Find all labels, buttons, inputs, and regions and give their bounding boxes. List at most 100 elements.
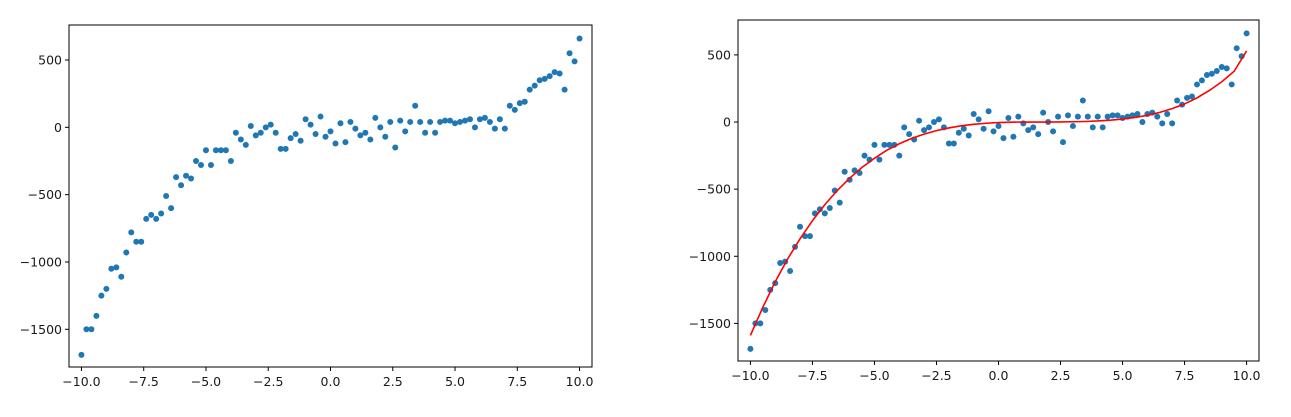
- scatter-point: [841, 168, 848, 175]
- scatter-point: [836, 199, 843, 206]
- scatter-point: [367, 136, 374, 143]
- scatter-point: [103, 285, 110, 292]
- scatter-point: [526, 86, 533, 93]
- scatter-point: [481, 114, 488, 121]
- scatter-point: [536, 77, 543, 84]
- scatter-point: [362, 129, 369, 136]
- x-tick-label: 5.0: [445, 374, 465, 389]
- scatter-point: [193, 157, 200, 164]
- scatter-point: [347, 118, 354, 125]
- scatter-point: [896, 152, 903, 159]
- scatter-point: [262, 124, 269, 131]
- scatter-point: [1154, 113, 1161, 120]
- scatter-point: [232, 129, 239, 136]
- scatter-point: [1069, 123, 1076, 130]
- scatter-point: [1233, 45, 1240, 52]
- scatter-point: [93, 312, 100, 319]
- axes-frame: [68, 24, 593, 368]
- scatter-point: [1213, 68, 1220, 75]
- scatter-point: [496, 116, 503, 123]
- scatter-point: [965, 132, 972, 139]
- scatter-point: [322, 133, 329, 140]
- scatter-point: [995, 123, 1002, 130]
- scatter-point: [407, 118, 414, 125]
- scatter-point: [1089, 124, 1096, 131]
- scatter-point: [352, 125, 359, 132]
- scatter-point: [1159, 120, 1166, 127]
- scatter-point: [237, 136, 244, 143]
- scatter-point: [1228, 81, 1235, 88]
- scatter-point: [173, 174, 180, 181]
- scatter-point: [1000, 135, 1007, 142]
- scatter-point: [926, 124, 933, 131]
- scatter-point: [476, 116, 483, 123]
- scatter-point: [1005, 115, 1012, 121]
- scatter-point: [777, 260, 784, 266]
- fit-curve-line: [749, 50, 1248, 336]
- scatter-point: [861, 152, 868, 159]
- scatter-point: [461, 117, 468, 124]
- scatter-point: [871, 141, 878, 148]
- scatter-point: [571, 58, 578, 65]
- scatter-point: [1193, 81, 1200, 88]
- scatter-point: [1218, 63, 1225, 70]
- scatter-point: [307, 121, 314, 128]
- x-tick-label: 7.5: [1175, 368, 1195, 383]
- scatter-point: [153, 215, 160, 222]
- scatter-point: [292, 131, 299, 138]
- scatter-point: [282, 145, 289, 152]
- scatter-point: [501, 125, 508, 132]
- scatter-point: [437, 118, 444, 125]
- scatter-point: [287, 135, 294, 142]
- scatter-point: [78, 351, 85, 358]
- scatter-point: [422, 129, 429, 136]
- scatter-point: [821, 210, 828, 217]
- scatter-point: [447, 117, 454, 124]
- scatter-point: [1079, 97, 1086, 104]
- scatter-point: [466, 116, 473, 123]
- scatter-point: [491, 125, 498, 132]
- scatter-point: [551, 69, 558, 76]
- scatter-point: [397, 117, 404, 124]
- scatter-point: [1114, 112, 1121, 119]
- scatter-point: [377, 124, 384, 131]
- scatter-point: [123, 249, 130, 256]
- scatter-point: [950, 140, 957, 147]
- scatter-point: [312, 131, 319, 138]
- y-tick-label: −1000: [689, 249, 731, 264]
- x-tick-label: 2.5: [1051, 368, 1071, 383]
- y-tick-label: 500: [707, 47, 731, 62]
- scatter-point: [916, 117, 923, 124]
- x-tick-label: −10.0: [62, 374, 100, 389]
- scatter-point: [207, 162, 214, 169]
- scatter-point: [1040, 109, 1047, 116]
- y-tick-label: 0: [723, 115, 731, 130]
- scatter-point: [452, 120, 459, 127]
- scatter-point: [297, 137, 304, 144]
- scatter-point: [955, 129, 962, 136]
- y-tick-label: −1000: [20, 254, 62, 269]
- scatter-point: [1015, 113, 1022, 120]
- scatter-point: [342, 139, 349, 146]
- scatter-point: [158, 210, 165, 217]
- scatter-point: [1139, 119, 1146, 126]
- scatter-point: [1223, 65, 1230, 72]
- scatter-point: [516, 100, 523, 107]
- x-tick-label: 0.0: [989, 368, 1009, 383]
- x-tick-label: 2.5: [383, 374, 403, 389]
- scatter-point: [372, 114, 379, 121]
- x-tick-label: 0.0: [321, 374, 341, 389]
- scatter-point: [531, 82, 538, 89]
- scatter-point: [1094, 113, 1101, 120]
- scatter-point: [148, 211, 155, 218]
- scatter-point: [1198, 77, 1205, 84]
- scatter-point: [506, 102, 513, 109]
- scatter-point: [83, 326, 90, 333]
- y-tick-label: −500: [697, 182, 731, 197]
- scatter-point: [252, 132, 259, 139]
- x-tick-label: −5.0: [191, 374, 221, 389]
- scatter-point: [332, 140, 339, 147]
- scatter-point: [113, 264, 120, 271]
- scatter-point: [337, 120, 344, 127]
- scatter-point: [1074, 113, 1081, 120]
